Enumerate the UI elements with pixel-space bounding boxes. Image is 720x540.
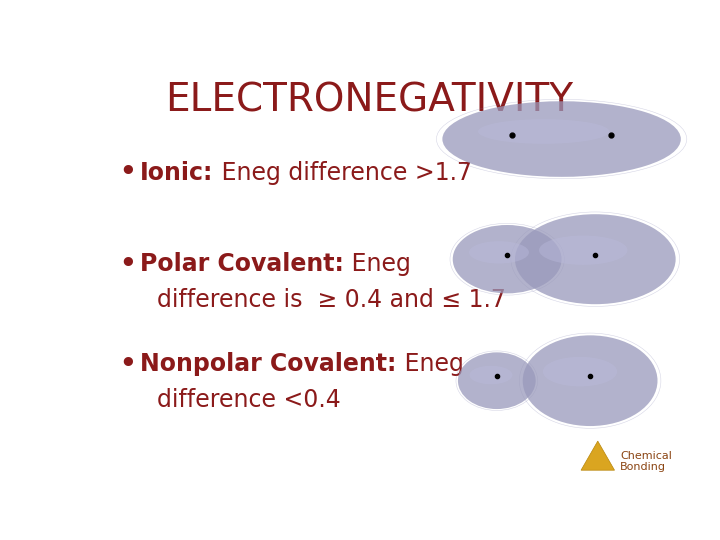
Text: Polar Covalent:: Polar Covalent:: [140, 252, 344, 276]
Ellipse shape: [453, 225, 562, 293]
Text: Eneg: Eneg: [397, 352, 464, 376]
Text: difference is  ≥ 0.4 and ≤ 1.7: difference is ≥ 0.4 and ≤ 1.7: [157, 288, 506, 312]
Text: ELECTRONEGATIVITY: ELECTRONEGATIVITY: [165, 81, 573, 119]
Ellipse shape: [539, 235, 627, 265]
Ellipse shape: [469, 366, 513, 384]
Ellipse shape: [469, 241, 529, 264]
Text: Eneg difference >1.7: Eneg difference >1.7: [214, 161, 472, 185]
Text: •: •: [118, 157, 137, 188]
Text: Ionic:: Ionic:: [140, 161, 214, 185]
Text: •: •: [118, 349, 137, 380]
Polygon shape: [581, 441, 615, 470]
Text: Nonpolar Covalent:: Nonpolar Covalent:: [140, 352, 397, 376]
Text: Eneg: Eneg: [344, 252, 411, 276]
Ellipse shape: [442, 101, 681, 177]
Ellipse shape: [458, 352, 536, 409]
Text: •: •: [118, 249, 137, 280]
Text: difference <0.4: difference <0.4: [157, 388, 341, 411]
Ellipse shape: [515, 214, 675, 304]
Ellipse shape: [543, 357, 617, 387]
Ellipse shape: [478, 119, 609, 144]
Ellipse shape: [523, 335, 657, 426]
Text: Chemical
Bonding: Chemical Bonding: [620, 451, 672, 472]
